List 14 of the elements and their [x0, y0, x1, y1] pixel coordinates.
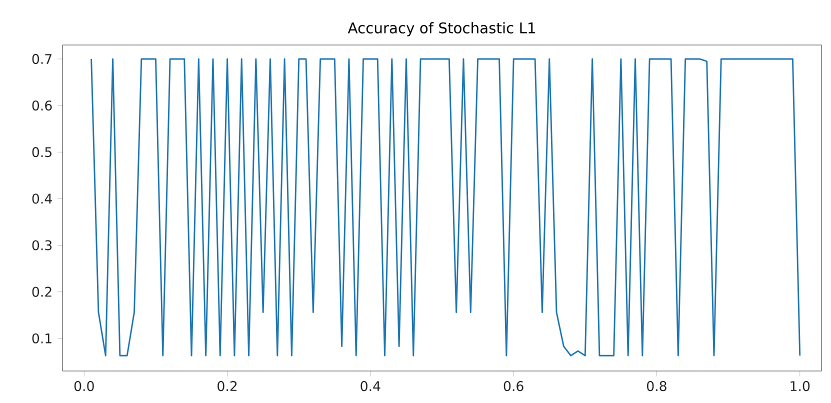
- x-tick-label: 0.0: [74, 381, 94, 392]
- x-tick-label: 0.8: [646, 381, 666, 392]
- y-tick-label: 0.5: [32, 147, 52, 158]
- x-tick-label: 0.6: [504, 381, 524, 392]
- y-tick-label: 0.7: [32, 54, 52, 64]
- y-tick-label: 0.2: [32, 286, 52, 297]
- y-tick-label: 0.6: [32, 100, 52, 111]
- y-tick-label: 0.3: [32, 240, 52, 250]
- x-tick-label: 0.2: [218, 381, 237, 392]
- y-tick-label: 0.1: [32, 333, 52, 344]
- chart-title: Accuracy of Stochastic L1: [348, 22, 535, 36]
- x-tick-label: 1.0: [790, 381, 810, 392]
- y-tick-label: 0.4: [32, 194, 52, 204]
- x-tick-label: 0.4: [360, 381, 380, 392]
